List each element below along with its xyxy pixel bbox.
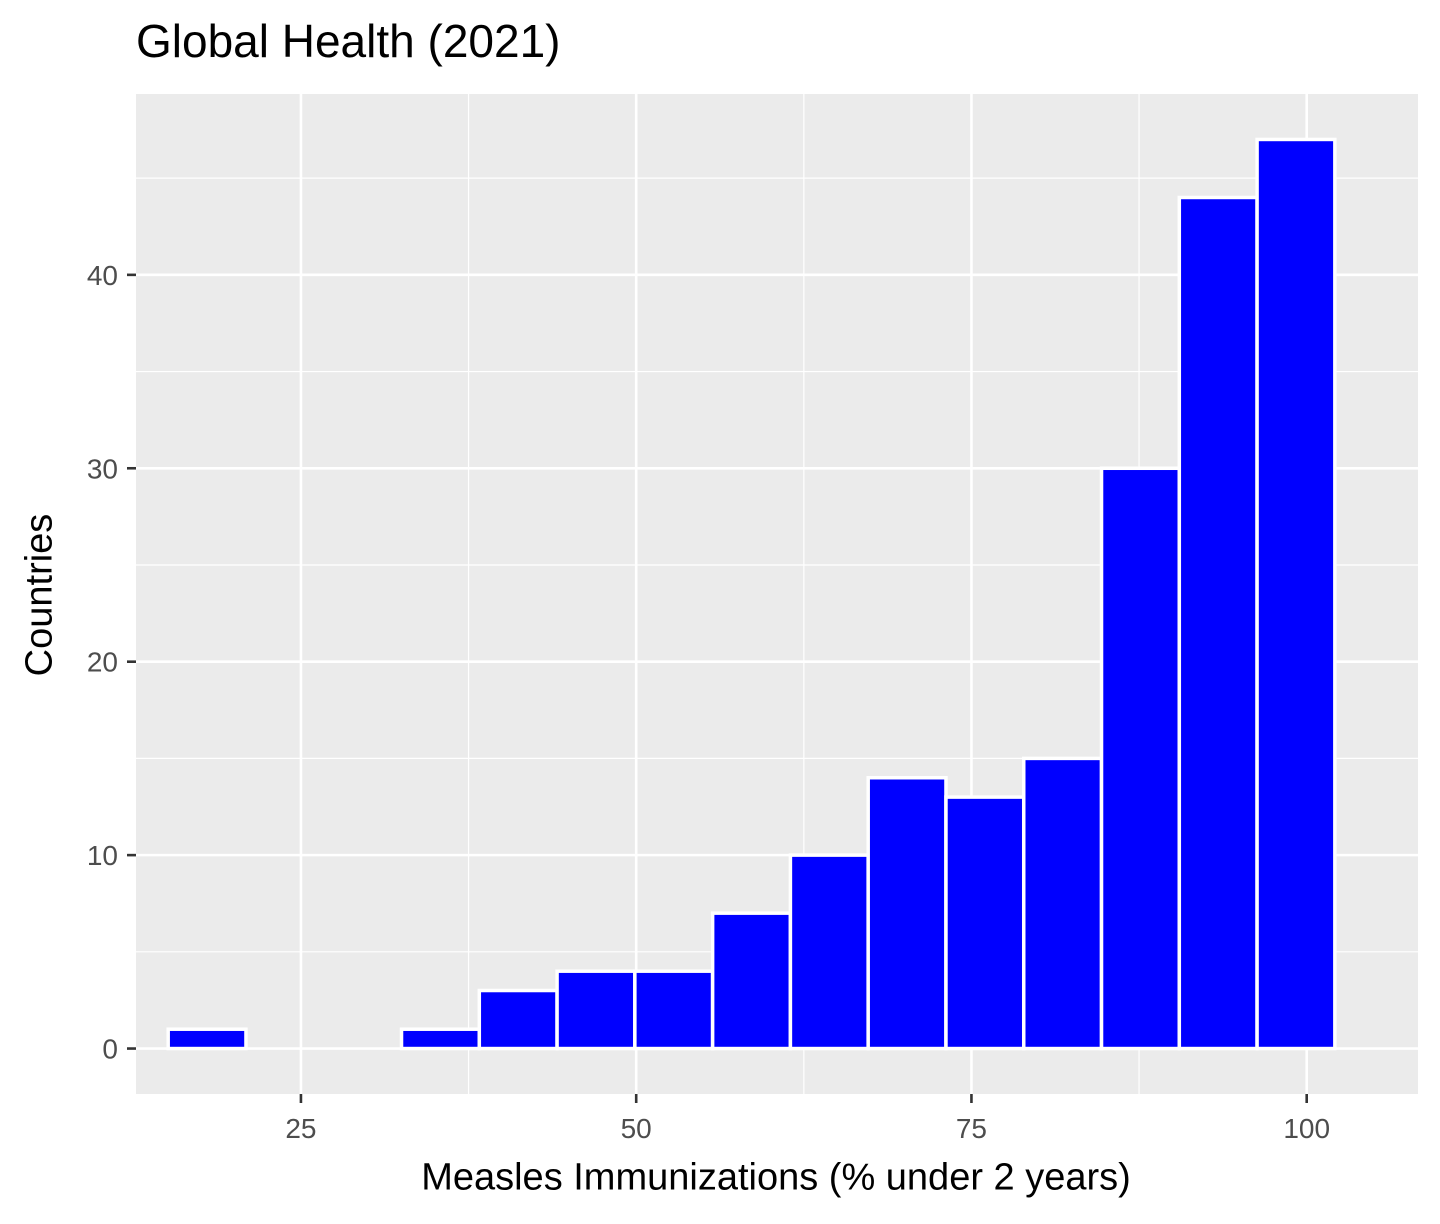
histogram-bar — [1255, 137, 1337, 1051]
x-axis-label: Measles Immunizations (% under 2 years) — [421, 1156, 1131, 1199]
x-tick-label: 50 — [621, 1113, 652, 1144]
y-axis: 0 10 20 30 40 — [87, 260, 136, 1065]
histogram-bars — [166, 137, 1337, 1051]
x-axis: 25 50 75 100 — [285, 1094, 1330, 1144]
histogram-bar — [399, 1027, 482, 1051]
y-tick-label: 20 — [87, 647, 118, 678]
histogram-bar — [1021, 756, 1104, 1051]
histogram-bar — [866, 776, 948, 1051]
y-tick-label: 30 — [87, 453, 118, 484]
histogram-bar — [1177, 195, 1259, 1051]
histogram-bar — [944, 795, 1026, 1051]
histogram-bar — [477, 988, 559, 1051]
x-tick-label: 75 — [956, 1113, 987, 1144]
histogram-bar — [166, 1027, 248, 1051]
chart-title: Global Health (2021) — [136, 15, 561, 67]
y-tick-label: 0 — [102, 1034, 118, 1065]
y-tick-label: 10 — [87, 840, 118, 871]
histogram-bar — [1099, 466, 1182, 1051]
histogram-bar — [555, 969, 637, 1051]
histogram-bar — [710, 911, 793, 1051]
y-tick-label: 40 — [87, 260, 118, 291]
x-tick-label: 25 — [285, 1113, 316, 1144]
histogram-bar — [633, 969, 715, 1051]
x-tick-label: 100 — [1283, 1113, 1330, 1144]
histogram-bar — [788, 853, 870, 1051]
